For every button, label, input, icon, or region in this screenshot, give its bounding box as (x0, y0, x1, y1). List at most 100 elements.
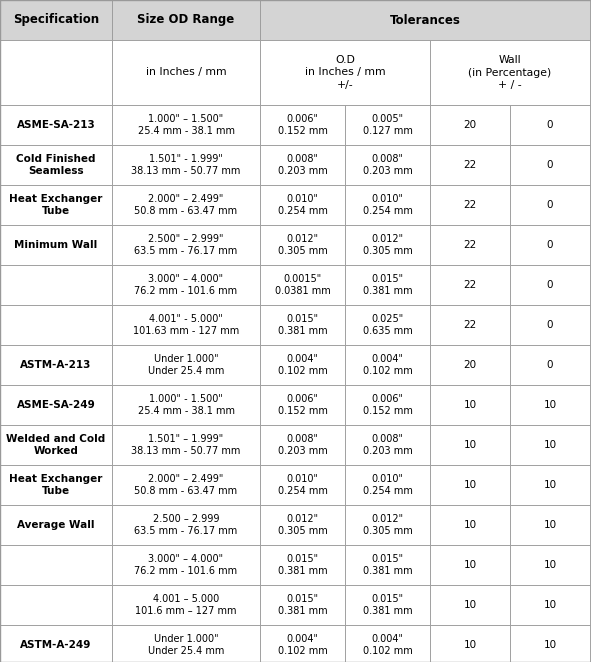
Text: 0.010"
0.254 mm: 0.010" 0.254 mm (278, 193, 327, 216)
Bar (112, 625, 260, 662)
Bar (345, 385, 430, 425)
Text: 10: 10 (544, 440, 557, 450)
Text: 10: 10 (544, 600, 557, 610)
Text: 0.005"
0.127 mm: 0.005" 0.127 mm (362, 114, 413, 136)
Text: Size OD Range: Size OD Range (137, 13, 235, 26)
Text: 3.000" – 4.000"
76.2 mm - 101.6 mm: 3.000" – 4.000" 76.2 mm - 101.6 mm (134, 273, 238, 297)
Bar (260, 465, 345, 505)
Text: 0.010"
0.254 mm: 0.010" 0.254 mm (362, 473, 413, 496)
Bar (345, 305, 430, 345)
Bar (510, 465, 590, 505)
Text: 0: 0 (547, 160, 553, 170)
Bar (510, 545, 590, 585)
Bar (345, 625, 430, 662)
Text: 0.015"
0.381 mm: 0.015" 0.381 mm (363, 273, 413, 297)
Bar (260, 305, 345, 345)
Bar (345, 345, 430, 385)
Text: 0.015"
0.381 mm: 0.015" 0.381 mm (363, 594, 413, 616)
Text: 2.500" – 2.999"
63.5 mm - 76.17 mm: 2.500" – 2.999" 63.5 mm - 76.17 mm (134, 234, 238, 256)
Text: 0.0015"
0.0381 mm: 0.0015" 0.0381 mm (275, 273, 330, 297)
Bar (510, 585, 590, 625)
Bar (260, 425, 345, 465)
Bar (430, 385, 510, 425)
Bar (0, 225, 112, 265)
Text: 10: 10 (463, 520, 476, 530)
Text: 0.015"
0.381 mm: 0.015" 0.381 mm (278, 594, 327, 616)
Text: 2.000" – 2.499"
50.8 mm - 63.47 mm: 2.000" – 2.499" 50.8 mm - 63.47 mm (134, 473, 238, 496)
Text: 10: 10 (463, 400, 476, 410)
Text: 1.501" – 1.999"
38.13 mm - 50.77 mm: 1.501" – 1.999" 38.13 mm - 50.77 mm (131, 434, 241, 456)
Text: Under 1.000"
Under 25.4 mm: Under 1.000" Under 25.4 mm (148, 354, 224, 377)
Bar (0, 625, 112, 662)
Text: 4.001" - 5.000"
101.63 mm - 127 mm: 4.001" - 5.000" 101.63 mm - 127 mm (133, 314, 239, 336)
Text: Cold Finished
Seamless: Cold Finished Seamless (16, 154, 96, 176)
Text: 10: 10 (544, 560, 557, 570)
Bar (0, 40, 112, 105)
Bar (430, 40, 590, 105)
Bar (345, 225, 430, 265)
Bar (510, 185, 590, 225)
Text: Minimum Wall: Minimum Wall (14, 240, 98, 250)
Bar (345, 505, 430, 545)
Text: 10: 10 (544, 640, 557, 650)
Bar (510, 345, 590, 385)
Text: ASTM-A-249: ASTM-A-249 (20, 640, 92, 650)
Bar (430, 225, 510, 265)
Text: 3.000" – 4.000"
76.2 mm - 101.6 mm: 3.000" – 4.000" 76.2 mm - 101.6 mm (134, 553, 238, 577)
Text: 0.004"
0.102 mm: 0.004" 0.102 mm (278, 634, 327, 657)
Bar (112, 545, 260, 585)
Bar (430, 425, 510, 465)
Text: ASTM-A-213: ASTM-A-213 (20, 360, 92, 370)
Text: 10: 10 (463, 560, 476, 570)
Bar (112, 305, 260, 345)
Bar (510, 105, 590, 145)
Bar (0, 0, 112, 40)
Bar (510, 625, 590, 662)
Bar (260, 40, 430, 105)
Text: Wall
(in Percentage)
+ / -: Wall (in Percentage) + / - (469, 55, 551, 90)
Bar (430, 145, 510, 185)
Bar (345, 425, 430, 465)
Text: 10: 10 (544, 400, 557, 410)
Bar (260, 505, 345, 545)
Bar (260, 585, 345, 625)
Bar (112, 145, 260, 185)
Text: 0: 0 (547, 240, 553, 250)
Text: 0.012"
0.305 mm: 0.012" 0.305 mm (278, 234, 327, 256)
Bar (510, 505, 590, 545)
Text: 0.015"
0.381 mm: 0.015" 0.381 mm (278, 553, 327, 577)
Bar (430, 585, 510, 625)
Bar (260, 625, 345, 662)
Bar (260, 0, 590, 40)
Bar (430, 345, 510, 385)
Bar (510, 225, 590, 265)
Bar (0, 585, 112, 625)
Text: 0.010"
0.254 mm: 0.010" 0.254 mm (278, 473, 327, 496)
Text: 0: 0 (547, 360, 553, 370)
Text: 0.004"
0.102 mm: 0.004" 0.102 mm (363, 634, 413, 657)
Text: 2.500 – 2.999
63.5 mm - 76.17 mm: 2.500 – 2.999 63.5 mm - 76.17 mm (134, 514, 238, 536)
Text: Heat Exchanger
Tube: Heat Exchanger Tube (9, 193, 103, 216)
Text: 10: 10 (463, 600, 476, 610)
Text: 0: 0 (547, 120, 553, 130)
Bar (345, 265, 430, 305)
Bar (112, 225, 260, 265)
Text: 22: 22 (463, 160, 476, 170)
Bar (0, 105, 112, 145)
Text: 0.004"
0.102 mm: 0.004" 0.102 mm (363, 354, 413, 377)
Text: Tolerances: Tolerances (389, 13, 460, 26)
Bar (112, 465, 260, 505)
Bar (112, 505, 260, 545)
Text: 10: 10 (463, 440, 476, 450)
Bar (345, 465, 430, 505)
Bar (430, 185, 510, 225)
Bar (430, 505, 510, 545)
Bar (112, 40, 260, 105)
Text: 0.006"
0.152 mm: 0.006" 0.152 mm (278, 394, 327, 416)
Text: O.D
in Inches / mm
+/-: O.D in Inches / mm +/- (305, 55, 385, 90)
Bar (112, 265, 260, 305)
Bar (260, 385, 345, 425)
Bar (0, 385, 112, 425)
Text: 2.000" – 2.499"
50.8 mm - 63.47 mm: 2.000" – 2.499" 50.8 mm - 63.47 mm (134, 193, 238, 216)
Bar (112, 185, 260, 225)
